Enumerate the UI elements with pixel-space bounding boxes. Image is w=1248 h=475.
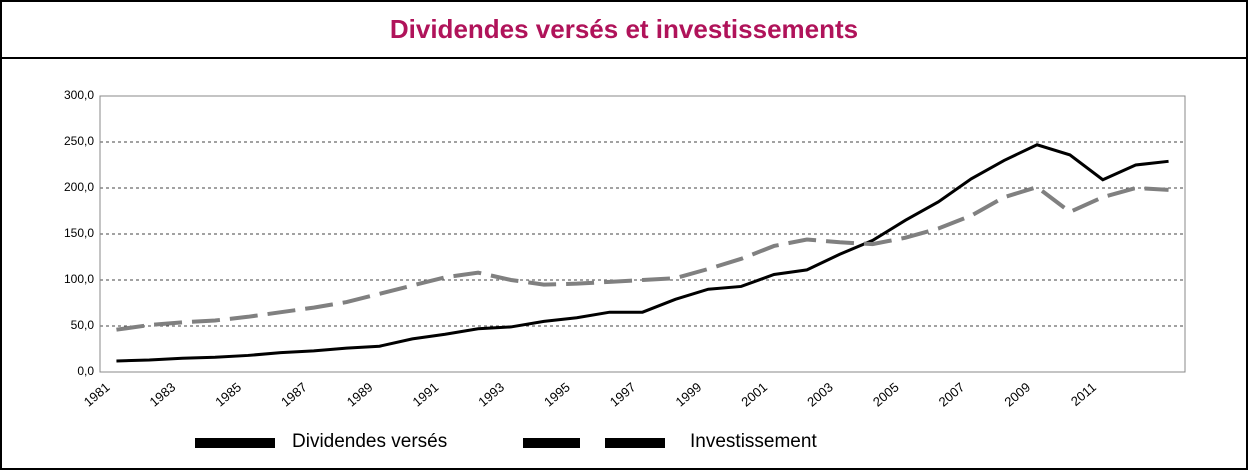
y-tick-label: 50,0 [71, 318, 95, 332]
y-tick-label: 300,0 [64, 88, 94, 102]
x-tick-label: 1983 [147, 379, 179, 409]
x-tick-label: 1995 [541, 379, 573, 409]
series-line [116, 184, 1169, 332]
x-tick-label: 1993 [475, 379, 507, 409]
x-tick-label: 1991 [410, 379, 442, 409]
x-tick-label: 2007 [936, 379, 968, 409]
y-tick-label: 200,0 [64, 180, 94, 194]
x-tick-label: 1985 [212, 379, 244, 409]
series-line [116, 143, 1169, 363]
x-tick-label: 2005 [870, 379, 902, 409]
x-tick-label: 1997 [607, 379, 639, 409]
x-tick-label: 1987 [278, 379, 310, 409]
x-tick-label: 2011 [1068, 379, 1099, 408]
y-tick-label: 100,0 [64, 272, 94, 286]
y-tick-label: 150,0 [64, 226, 94, 240]
y-tick-label: 250,0 [64, 134, 94, 148]
legend-label: Dividendes versés [292, 431, 447, 452]
y-tick-label: 0,0 [77, 364, 94, 378]
x-tick-label: 2003 [804, 379, 836, 409]
x-tick-label: 1981 [81, 379, 113, 409]
chart-title: Dividendes versés et investissements [390, 14, 858, 44]
legend-label: Investissement [690, 431, 817, 452]
plot-area [99, 95, 1186, 373]
x-tick-label: 2001 [738, 379, 770, 409]
x-tick-label: 1999 [673, 379, 705, 409]
x-tick-label: 1989 [344, 379, 376, 409]
x-tick-label: 2009 [1001, 379, 1033, 409]
